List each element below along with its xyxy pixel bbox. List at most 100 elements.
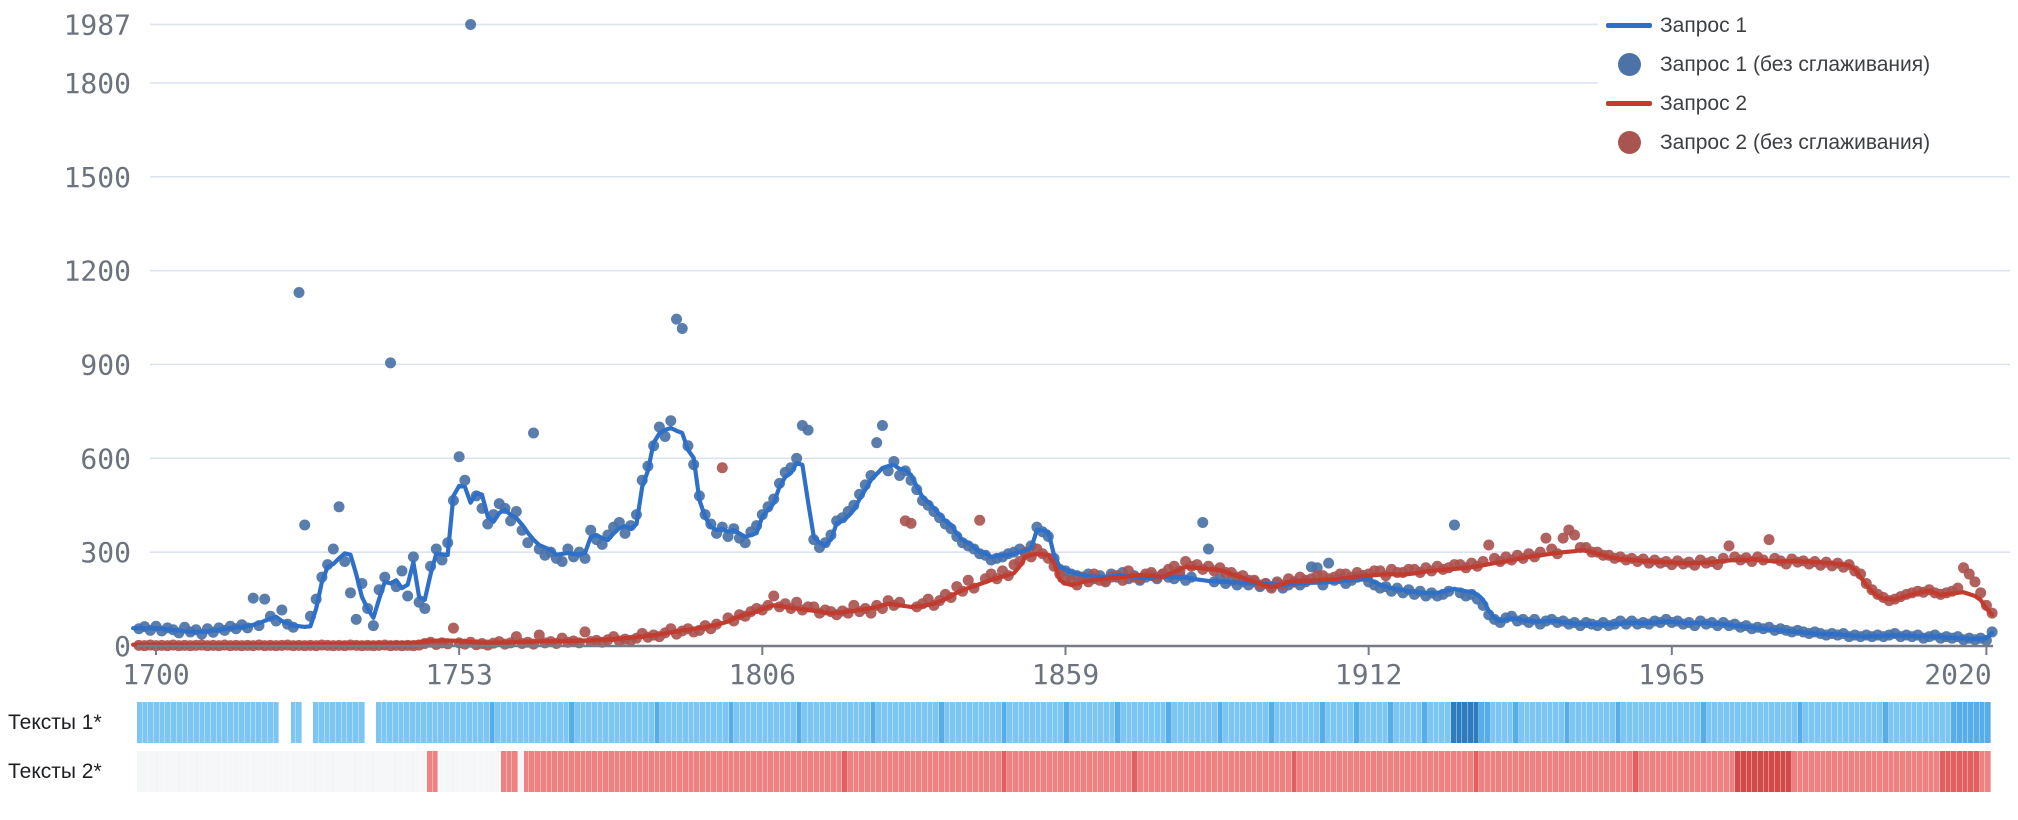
line-query2[interactable] [131,547,1995,647]
strip-year-cell [1280,751,1286,792]
strip-year-cell [410,751,416,792]
strip-year-cell [1223,702,1229,743]
strip-year-cell [1951,702,1957,743]
query2-dot-swatch-icon [1598,131,1660,154]
strip-year-cell [995,702,1002,743]
legend-item-query2-line[interactable]: Запрос 2 [1598,84,2018,123]
strip-year-cell [1376,751,1383,792]
strip-year-cell [967,702,974,743]
strip-year-cell [1251,751,1258,792]
strip-year-cell [267,702,274,743]
strip-year-cell [1098,751,1104,792]
strip-year-cell [432,702,439,743]
strip-year-cell [756,751,763,792]
strip-year-cell [1877,751,1884,792]
strip-year-cell [1024,751,1030,792]
strip-year-cell [893,702,900,743]
strip-year-cell [1621,751,1628,792]
strip-year-cell [1405,702,1411,743]
texts2-availability-strip[interactable] [137,751,1992,792]
strip-year-cell [631,751,638,792]
strip-year-cell [1331,702,1338,743]
strip-year-cell [779,751,786,792]
strip-year-cell [1837,751,1844,792]
strip-year-cell [705,751,712,792]
strip-year-cell [1587,751,1593,792]
strip-year-cell [1860,751,1866,792]
line-query1[interactable] [131,425,1995,642]
strip-year-cell [1513,702,1520,743]
strip-year-cell [137,751,143,792]
strip-year-cell [745,751,752,792]
strip-year-cell [1126,751,1133,792]
strip-year-cell [1320,751,1326,792]
strip-year-cell [1718,702,1724,743]
strip-year-cell [518,751,524,792]
strip-year-cell [1274,702,1281,743]
strip-year-cell [717,702,723,743]
strip-year-cell [1183,702,1190,743]
x-axis: 1700 1753 1806 1859 1912 1965 2020 [122,644,1993,691]
strip-year-cell [1177,702,1184,743]
strip-year-cell [1848,702,1855,743]
strip-year-cell [1189,751,1195,792]
strip-year-cell [1757,751,1764,792]
strip-year-cell [592,702,598,743]
strip-year-cell [523,702,530,743]
strip-year-cell [1086,751,1093,792]
strip-year-cell [1610,702,1616,743]
strip-year-cell [1268,702,1275,743]
strip-year-cell [1473,702,1480,743]
strip-year-cell [1263,751,1269,792]
strip-year-cell [847,751,854,792]
strip-year-cell [1172,751,1178,792]
strip-year-cell [1843,751,1849,792]
legend-item-query2-raw[interactable]: Запрос 2 (без сглаживания) [1598,123,2018,162]
strip-year-cell [398,751,405,792]
strip-year-cell [1917,702,1923,743]
strip-year-cell [1206,702,1212,743]
strip-year-cell [1246,751,1252,792]
strip-year-cell [1519,702,1525,743]
strip-year-cell [1103,702,1110,743]
strip-year-cell [1860,702,1866,743]
strip-year-cell [250,702,257,743]
strip-year-cell [267,751,274,792]
strip-year-cell [1177,751,1184,792]
strip-year-cell [1155,751,1161,792]
strip-year-cell [1194,702,1201,743]
strip-year-cell [648,751,655,792]
strip-year-cell [1337,751,1343,792]
strip-year-cell [330,702,337,743]
strip-year-cell [364,702,371,743]
legend-item-query1-raw[interactable]: Запрос 1 (без сглаживания) [1598,45,2018,84]
strip-year-cell [1263,702,1269,743]
strip-year-cell [768,702,774,743]
strip-year-cell [222,702,228,743]
strip-year-cell [1120,751,1127,792]
strip-year-cell [739,751,746,792]
strip-year-cell [307,751,314,792]
strip-year-cell [1684,702,1690,743]
strip-year-cell [1780,751,1787,792]
strip-year-cell [1831,751,1838,792]
strip-year-cell [1411,702,1417,743]
texts1-availability-strip[interactable] [137,702,1992,743]
strip-year-cell [233,702,240,743]
legend-item-query1-line[interactable]: Запрос 1 [1598,6,2018,45]
strip-year-cell [444,702,450,743]
strip-year-cell [1035,751,1042,792]
strip-year-cell [978,751,985,792]
strip-year-cell [1729,702,1736,743]
strip-year-cell [984,751,991,792]
strip-year-cell [1359,751,1366,792]
strip-year-cell [1928,702,1935,743]
strip-year-cell [1399,751,1406,792]
strip-year-cell [478,751,484,792]
strip-year-cell [637,702,644,743]
strip-year-cell [791,751,797,792]
strip-year-cell [830,702,837,743]
strip-year-cell [1610,751,1616,792]
strip-year-cell [1513,751,1520,792]
